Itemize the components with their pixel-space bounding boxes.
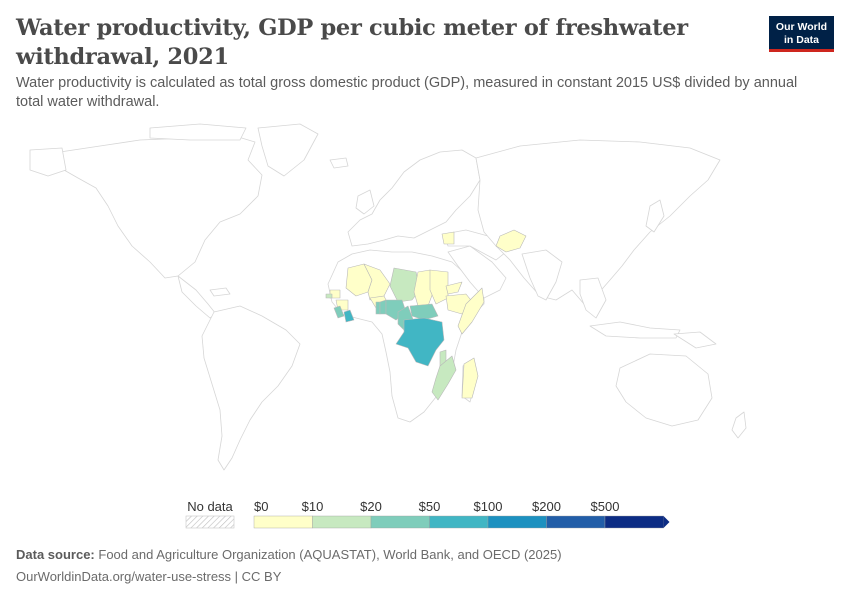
country-benin[interactable]: Benin [379,299,387,315]
country-liberia[interactable]: Liberia [343,309,355,323]
south-america-land [201,305,301,471]
data-source-text: Food and Agriculture Organization (AQUAS… [98,547,562,562]
country-madagascar[interactable]: Madagascar [461,357,479,399]
new-zealand-land [731,411,747,439]
land-layer [29,123,747,471]
central-america-land [177,275,217,319]
data-layer: MauritaniaMaliNigerChadSudanSenegalGambi… [325,229,527,401]
legend-edge-label-1: $10 [302,499,324,514]
southeast-asia-land [579,277,607,319]
data-source: Data source: Food and Agriculture Organi… [16,547,562,562]
country-central-african-republic[interactable]: Central African Republic [409,303,439,321]
country-sierra-leone[interactable]: Sierra Leone [333,305,345,319]
chart-subtitle: Water productivity is calculated as tota… [16,75,798,110]
uk-land [355,189,375,215]
legend-edge-label-4: $100 [474,499,503,514]
iceland-land [329,157,349,169]
country-somalia[interactable]: Somalia [457,287,485,335]
arctic-islands-land [149,123,247,141]
legend-bin-3[interactable] [429,515,489,529]
australia-land [615,353,713,427]
legend-bin-2[interactable] [370,515,430,529]
legend-no-data-swatch [185,515,235,529]
legend-bin-0[interactable] [253,515,313,529]
legend-bin-6[interactable] [604,515,664,529]
middle-east-land [443,229,507,261]
world-map: MauritaniaMaliNigerChadSudanSenegalGambi… [29,123,747,471]
legend-edge-label-0: $0 [254,499,268,514]
caribbean-land [209,287,231,297]
greenland-land [257,123,319,177]
alaska-land [29,147,67,177]
legend-edge-label-6: $500 [591,499,620,514]
legend-arrow-tip [663,516,670,528]
legend-bin-1[interactable] [312,515,372,529]
legend-edge-label-3: $50 [419,499,441,514]
japan-land [645,199,665,233]
country-eritrea[interactable]: Eritrea [445,281,463,295]
indonesia-land [589,321,681,339]
country-gambia[interactable]: Gambia [325,293,333,299]
new-guinea-land [673,331,717,349]
logo-line-2: in Data [783,34,819,46]
country-syria[interactable]: Syria [441,231,455,245]
country-sudan[interactable]: Sudan [429,269,449,305]
country-afghanistan[interactable]: Afghanistan [495,229,527,253]
owid-logo[interactable]: Our World in Data [769,16,834,52]
data-source-label: Data source: [16,547,95,562]
color-legend: No data $0 $10 $20 $50 $100 $200 $500 [185,499,670,529]
legend-no-data-label: No data [187,499,233,514]
legend-edge-label-5: $200 [532,499,561,514]
north-america-land [59,135,263,279]
country-togo[interactable]: Togo [375,301,381,315]
india-land [521,249,563,301]
country-democratic-republic-of-congo[interactable]: Democratic Republic of Congo [395,317,445,367]
logo-line-1: Our World [775,21,828,33]
legend-edge-label-2: $20 [360,499,382,514]
legend-bins: $0 $10 $20 $50 $100 $200 $500 [253,499,670,529]
arabian-peninsula-land [447,245,507,299]
chart-title: Water productivity, GDP per cubic meter … [16,15,688,70]
source-url[interactable]: OurWorldinData.org/water-use-stress | CC… [16,569,282,584]
legend-bin-5[interactable] [546,515,606,529]
country-mozambique[interactable]: Mozambique [431,355,457,401]
legend-bin-4[interactable] [487,515,547,529]
country-niger[interactable]: Niger [389,267,421,303]
